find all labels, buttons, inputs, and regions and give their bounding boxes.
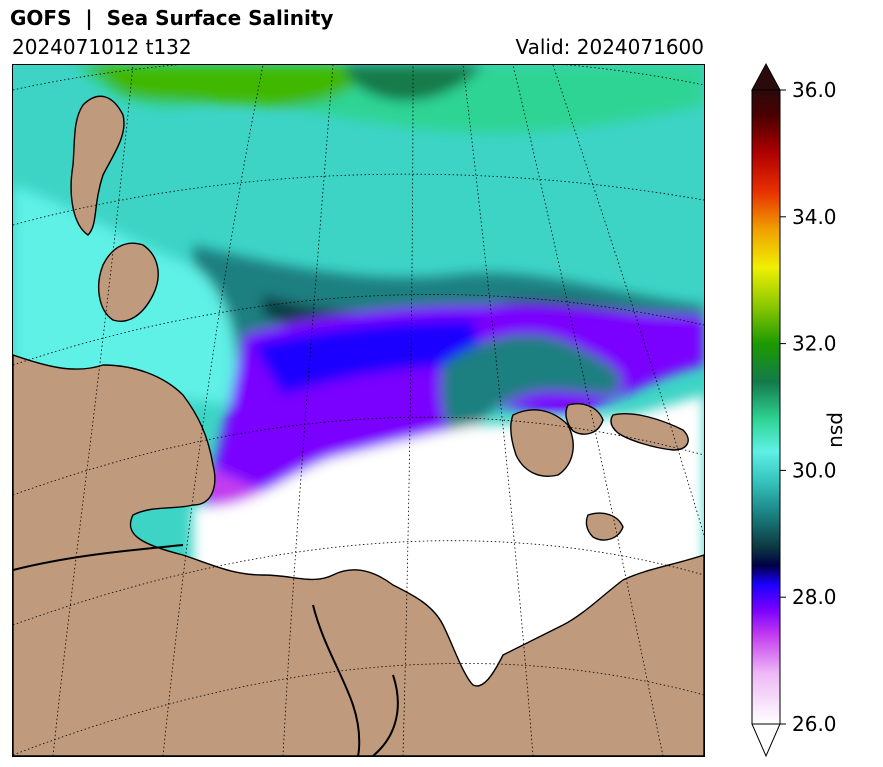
colorbar: 26.0 28.0 30.0 32.0 34.0 36.0 xyxy=(751,62,837,758)
blue-front xyxy=(253,320,483,395)
colorbar-tick-label: 30.0 xyxy=(792,458,837,482)
colorbar-tick-label: 34.0 xyxy=(792,205,837,229)
novaya-zemlya-north xyxy=(70,95,125,236)
river-2 xyxy=(312,604,361,756)
colorbar-ticks: 26.0 28.0 30.0 32.0 34.0 36.0 xyxy=(780,78,837,736)
colorbar-under-arrow xyxy=(751,723,781,758)
high-salinity-patch xyxy=(83,65,373,106)
salinity-map[interactable] xyxy=(12,64,705,757)
graticule xyxy=(13,65,704,756)
land xyxy=(13,95,704,756)
colorbar-tick-label: 28.0 xyxy=(792,585,837,609)
valid-time-label: Valid: 2024071600 xyxy=(515,35,704,59)
colorbar-units-label: psu xyxy=(826,412,850,448)
colorbar-gradient xyxy=(751,89,781,725)
map-canvas xyxy=(13,65,704,756)
river-1 xyxy=(13,544,184,571)
taymyr-mainland xyxy=(13,354,704,756)
colorbar-tick-label: 32.0 xyxy=(792,332,837,356)
colorbar-tick-label: 36.0 xyxy=(792,78,837,102)
rivers xyxy=(13,544,399,756)
small-island-east xyxy=(610,413,689,451)
severnaya-zemlya xyxy=(510,409,574,477)
colorbar-tick-label: 26.0 xyxy=(792,712,837,736)
novaya-zemlya-south xyxy=(98,242,159,322)
teal-tongue-1 xyxy=(441,334,621,445)
chart-title: GOFS | Sea Surface Salinity xyxy=(10,6,334,30)
river-3 xyxy=(372,674,399,756)
bolshevik-island xyxy=(565,403,604,435)
colorbar-over-arrow xyxy=(751,62,781,91)
model-run-label: 2024071012 t132 xyxy=(12,35,192,59)
